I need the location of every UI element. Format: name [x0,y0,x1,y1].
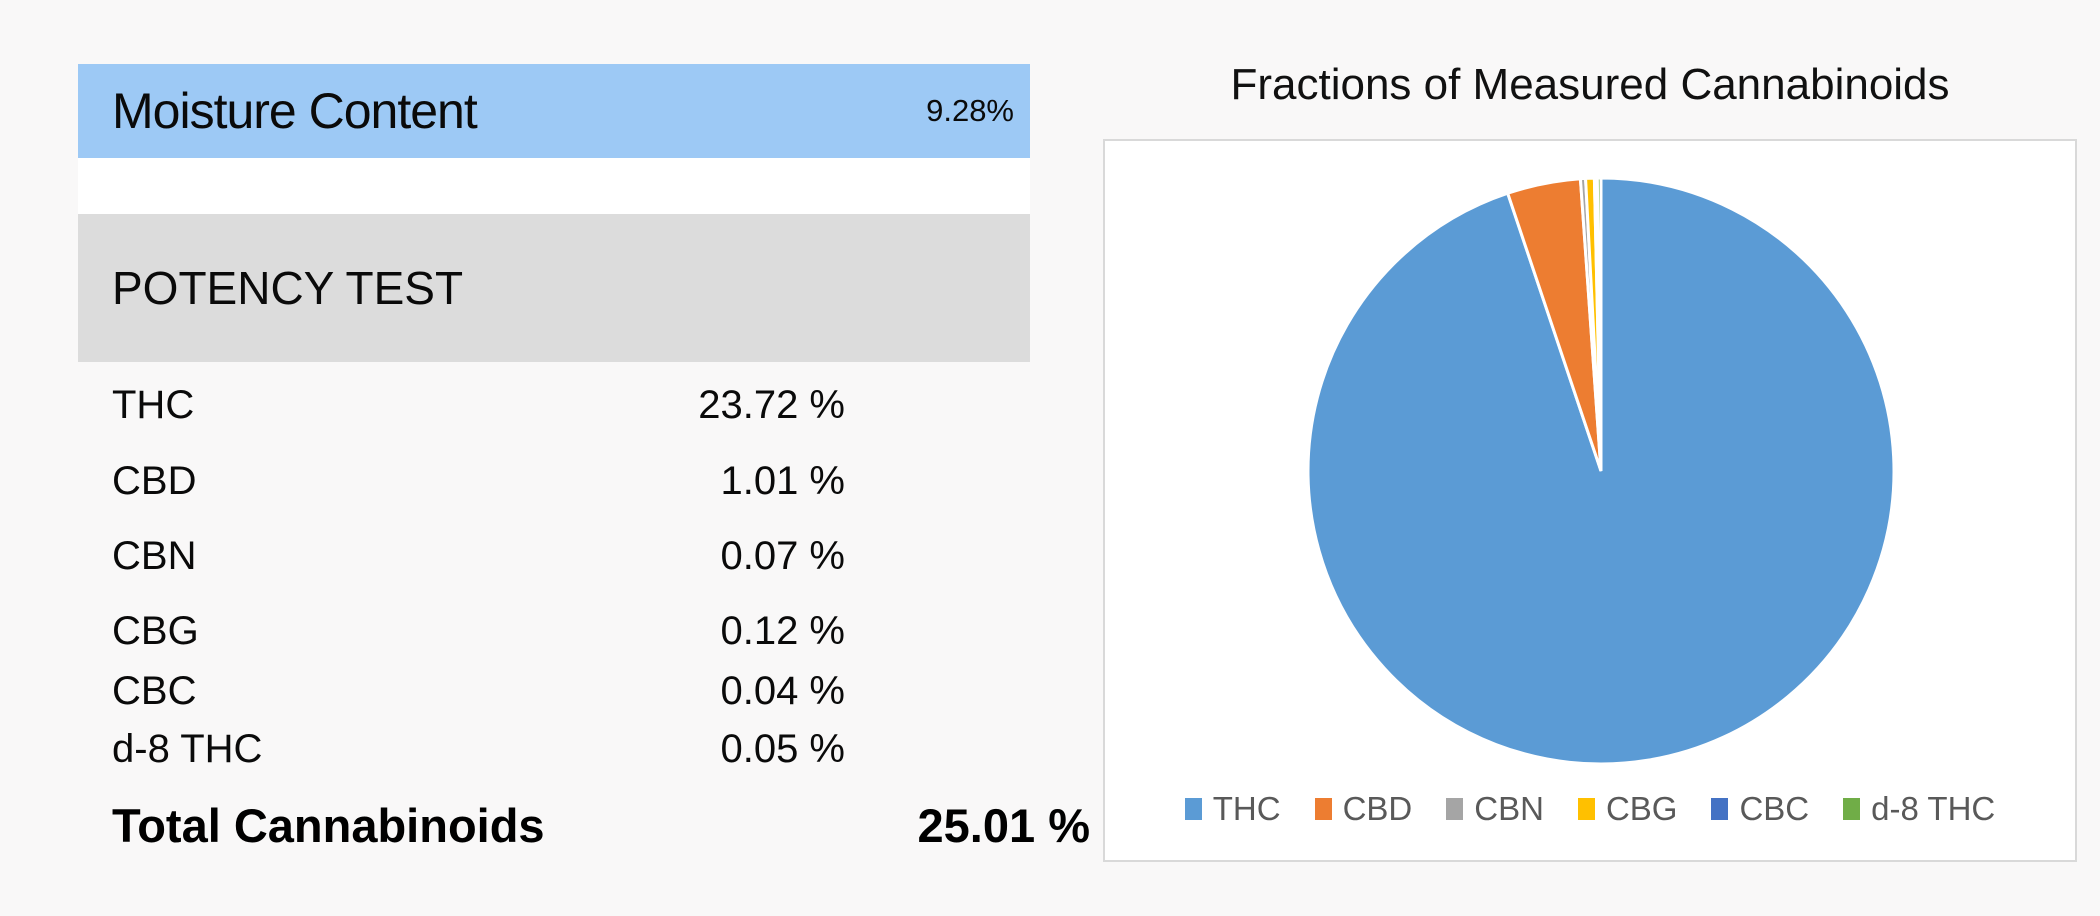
potency-test-label: POTENCY TEST [112,262,464,314]
table-row-d8-thc: d-8 THC 0.05 % [78,724,845,774]
legend-item-d8-thc: d-8 THC [1843,790,1995,828]
analyte-value: 23.72 % [698,382,845,427]
table-row-cbd: CBD 1.01 % [78,456,845,506]
analyte-label: CBG [112,608,199,653]
legend-label: THC [1212,790,1281,827]
legend-item-cbc: CBC [1711,790,1809,828]
moisture-content-header: Moisture Content 9.28% [78,64,1030,158]
potency-test-header: POTENCY TEST [78,214,1030,362]
pie-chart-container: THC CBD CBN CBG CBC d-8 THC [1103,139,2077,862]
legend-swatch-icon [1446,798,1464,820]
legend-item-cbn: CBN [1446,790,1544,828]
legend-item-thc: THC [1184,790,1281,828]
total-value: 25.01 % [917,798,1090,852]
legend-label: CBN [1474,790,1544,827]
legend-swatch-icon [1314,798,1332,820]
analyte-value: 0.05 % [720,726,845,771]
analyte-label: CBC [112,668,197,713]
legend-label: CBG [1605,790,1678,827]
table-row-total: Total Cannabinoids 25.01 % [78,794,1090,856]
total-label: Total Cannabinoids [112,798,545,852]
legend-swatch-icon [1843,798,1861,820]
analyte-value: 0.04 % [720,668,845,713]
legend-swatch-icon [1711,798,1729,820]
chart-title: Fractions of Measured Cannabinoids [1230,60,1950,109]
legend-label: CBC [1739,790,1810,827]
table-row-cbn: CBN 0.07 % [78,531,845,581]
pie-slice-d-8-thc [1595,176,1603,472]
pie-chart [1306,176,1896,766]
legend-label: CBD [1342,790,1413,827]
analyte-label: CBN [112,533,197,578]
moisture-content-label: Moisture Content [112,83,478,139]
table-row-thc: THC 23.72 % [78,380,845,430]
table-row-cbc: CBC 0.04 % [78,666,845,716]
legend-label: d-8 THC [1871,790,1996,827]
analyte-value: 0.07 % [720,533,845,578]
analyte-label: THC [112,382,195,427]
analyte-value: 1.01 % [720,458,845,503]
legend-item-cbg: CBG [1577,790,1678,828]
legend-swatch-icon [1184,798,1202,820]
analyte-value: 0.12 % [720,608,845,653]
analyte-label: d-8 THC [112,726,263,771]
legend-item-cbd: CBD [1314,790,1413,828]
table-row-cbg: CBG 0.12 % [78,606,845,656]
spacer-row [78,158,1030,214]
chart-legend: THC CBD CBN CBG CBC d-8 THC [1105,790,2075,828]
moisture-content-value: 9.28% [926,93,1014,128]
legend-swatch-icon [1577,798,1595,820]
analyte-label: CBD [112,458,197,503]
